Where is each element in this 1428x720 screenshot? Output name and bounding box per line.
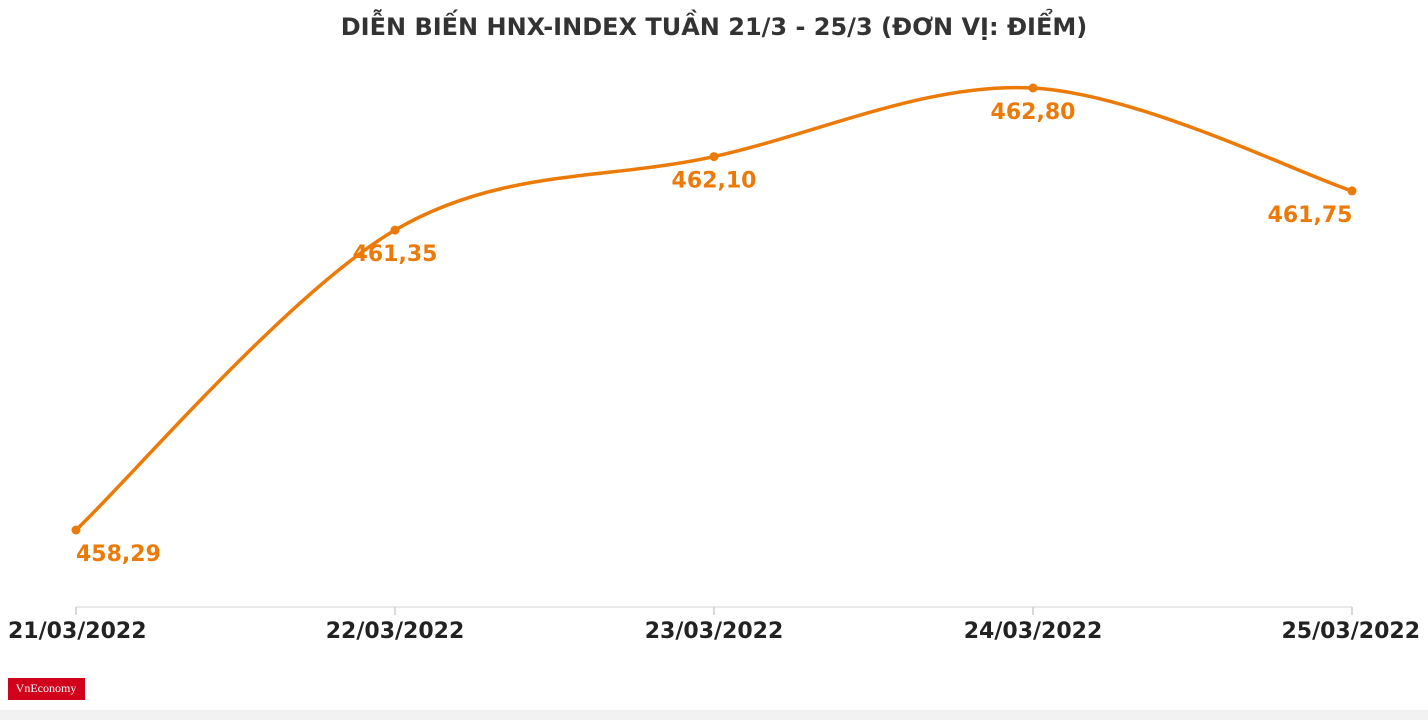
point <box>1347 186 1357 196</box>
x-tick-label: 25/03/2022 <box>1281 619 1420 644</box>
value-label: 461,75 <box>1268 203 1353 228</box>
value-label: 462,80 <box>991 100 1076 125</box>
point <box>1028 83 1038 93</box>
x-tick-label: 21/03/2022 <box>8 619 147 644</box>
line <box>74 85 1353 532</box>
point <box>709 152 719 162</box>
chart-title: DIỄN BIẾN HNX-INDEX TUẦN 21/3 - 25/3 (ĐƠ… <box>341 7 1087 41</box>
logo-box <box>8 678 85 700</box>
logo: VnEconomy <box>16 681 77 695</box>
point <box>71 525 81 535</box>
x-tick-label: 24/03/2022 <box>964 619 1103 644</box>
x-tick-label: 23/03/2022 <box>645 619 784 644</box>
value-label: 462,10 <box>672 169 757 194</box>
value-label: 461,35 <box>353 242 438 267</box>
footer-strip <box>0 710 1428 720</box>
value-label: 458,29 <box>76 542 161 567</box>
x-tick-label: 22/03/2022 <box>326 619 465 644</box>
point <box>390 225 400 235</box>
